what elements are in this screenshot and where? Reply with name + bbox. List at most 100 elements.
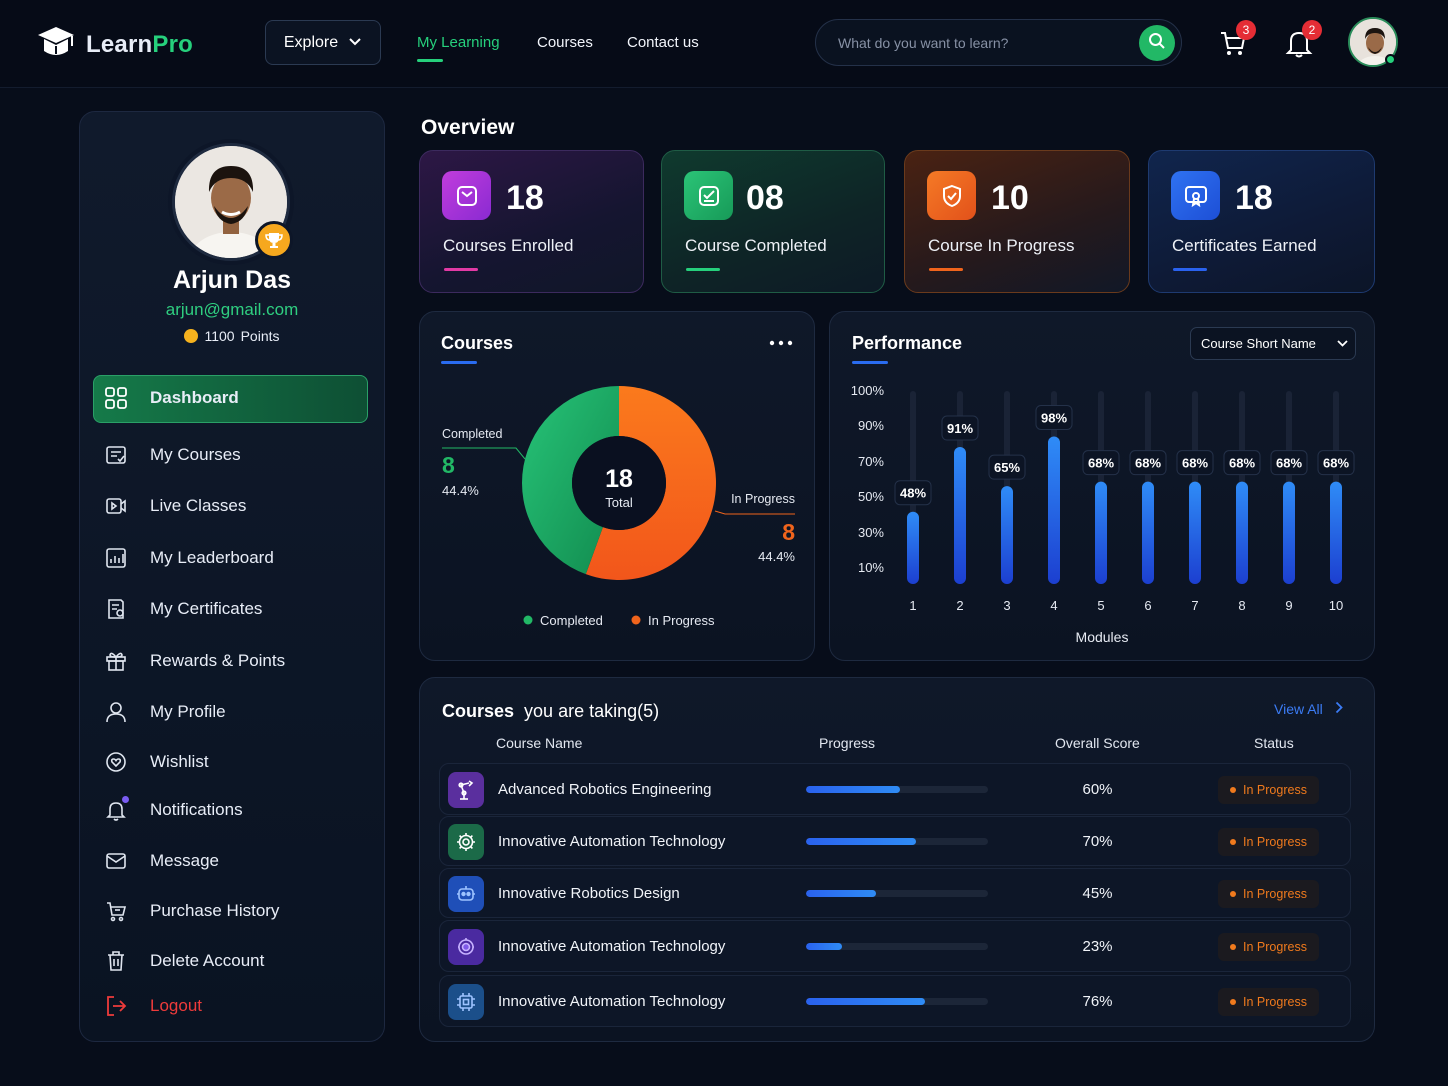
course-name[interactable]: Advanced Robotics Engineering	[498, 781, 712, 798]
data-label-box	[941, 415, 979, 441]
nav-link-contact[interactable]: Contact us	[627, 34, 699, 51]
y-axis-ticks: 100% 90% 70% 50% 30% 10%	[851, 383, 885, 575]
status-badge: In Progress	[1218, 776, 1319, 804]
gear-icon	[448, 824, 484, 860]
overall-score: 70%	[1082, 833, 1113, 850]
bell-icon	[1285, 31, 1313, 62]
course-name[interactable]: Innovative Automation Technology	[498, 938, 726, 955]
x-axis-label: Modules	[1076, 629, 1129, 645]
nav-link-courses[interactable]: Courses	[537, 34, 593, 51]
stat-card-completed[interactable]: 08 Course Completed	[661, 150, 885, 293]
column-header-progress[interactable]: Progress	[819, 735, 876, 751]
sidebar-item-my-courses[interactable]: My Courses	[104, 443, 241, 467]
course-filter-select[interactable]: Course Short Name	[1190, 327, 1356, 360]
sidebar-item-leaderboard[interactable]: My Leaderboard	[104, 546, 274, 570]
bar-module-9[interactable]	[1283, 481, 1295, 584]
course-name[interactable]: Innovative Automation Technology	[498, 833, 726, 850]
stat-card-certificates[interactable]: 18 Certificates Earned	[1148, 150, 1375, 293]
bar-module-1[interactable]	[907, 511, 919, 584]
bar-module-5[interactable]	[1095, 481, 1107, 584]
x-tick-label: 1	[909, 598, 916, 613]
sidebar-item-label: Notifications	[150, 800, 243, 819]
column-header-status[interactable]: Status	[1254, 735, 1294, 751]
sidebar-item-wishlist[interactable]: Wishlist	[104, 750, 209, 774]
sidebar-item-delete-account[interactable]: Delete Account	[104, 949, 264, 973]
sidebar-item-dashboard-content: Dashboard	[104, 386, 239, 410]
robot-head-icon	[448, 929, 484, 965]
stat-value: 18	[506, 179, 544, 217]
bar-data-label: 65%	[994, 460, 1020, 475]
bar-data-label: 48%	[900, 486, 926, 501]
bar-module-7[interactable]	[1189, 481, 1201, 584]
course-name[interactable]: Innovative Automation Technology	[498, 993, 726, 1010]
x-tick-label: 6	[1144, 598, 1151, 613]
overall-score: 45%	[1082, 885, 1113, 902]
sidebar-item-notifications[interactable]: Notifications	[104, 796, 243, 822]
logout-icon	[104, 994, 128, 1018]
notifications-button[interactable]	[1285, 28, 1317, 60]
table-row[interactable]: Innovative Automation Technology 70% In Pr…	[439, 816, 1351, 866]
bar-module-3[interactable]	[1001, 486, 1013, 584]
bar-module-4[interactable]	[1048, 436, 1060, 584]
sidebar-item-label: Message	[150, 851, 219, 870]
inprogress-value: 8	[782, 519, 795, 545]
donut-hole	[572, 436, 666, 530]
stat-accent-line	[444, 268, 478, 271]
search-input[interactable]	[838, 32, 1128, 54]
table-row[interactable]: Innovative Automation Technology 76% In Pr…	[439, 975, 1351, 1027]
stat-card-in-progress[interactable]: 10 Course In Progress	[904, 150, 1130, 293]
more-options-button[interactable]	[768, 334, 796, 352]
coin-icon	[184, 329, 199, 343]
view-all-link[interactable]: View All	[1274, 701, 1343, 717]
chevron-right-icon	[1335, 701, 1343, 717]
column-header-course-name[interactable]: Course Name	[496, 735, 583, 751]
column-header-score[interactable]: Overall Score	[1055, 735, 1140, 751]
certificate-icon	[104, 597, 128, 621]
stat-accent-line	[929, 268, 963, 271]
y-tick-label: 90%	[858, 418, 884, 433]
bar-module-8[interactable]	[1236, 481, 1248, 584]
table-row[interactable]: Innovative Robotics Design 45% In Progress	[439, 868, 1351, 918]
sidebar-item-dashboard[interactable]	[93, 375, 368, 423]
sidebar-item-certificates[interactable]: My Certificates	[104, 597, 262, 621]
bar-module-2[interactable]	[954, 447, 966, 584]
trash-icon	[104, 949, 128, 973]
stat-card-enrolled[interactable]: 18 Courses Enrolled	[419, 150, 644, 293]
status-dot	[1230, 839, 1237, 845]
sidebar-item-profile[interactable]: My Profile	[104, 700, 226, 724]
progress-bar	[806, 890, 988, 897]
donut-slice-in-progress[interactable]	[585, 386, 717, 580]
sidebar-item-rewards[interactable]: Rewards & Points	[104, 649, 285, 673]
nav-link-my-learning[interactable]: My Learning	[417, 34, 500, 51]
donut-slices	[522, 386, 717, 580]
course-name[interactable]: Innovative Robotics Design	[498, 885, 680, 902]
courses-icon	[104, 443, 128, 467]
bar-data-label: 91%	[947, 421, 973, 436]
x-tick-label: 3	[1003, 598, 1010, 613]
chevron-down-icon	[348, 34, 362, 52]
data-label-box	[1035, 404, 1073, 430]
data-label-box	[894, 480, 932, 506]
table-title: Courses you are taking(5)	[442, 701, 660, 721]
table-row[interactable]: Advanced Robotics Engineering 60% In Progr…	[439, 763, 1351, 815]
table-row[interactable]: Innovative Automation Technology 23% In Pr…	[439, 920, 1351, 972]
sidebar-item-message[interactable]: Message	[104, 849, 219, 873]
sidebar-item-label: Dashboard	[150, 388, 239, 407]
explore-dropdown[interactable]: Explore	[265, 20, 381, 65]
search-button[interactable]	[1139, 25, 1175, 61]
sidebar-item-logout[interactable]: Logout	[104, 994, 202, 1018]
sidebar-item-live-classes[interactable]: Live Classes	[104, 494, 246, 518]
video-icon	[104, 494, 128, 518]
donut-slice-completed[interactable]	[522, 386, 619, 575]
bar-module-6[interactable]	[1142, 481, 1154, 584]
points-label: Points	[240, 328, 280, 344]
y-tick-label: 100%	[851, 383, 885, 398]
bar-data-label: 68%	[1182, 456, 1208, 471]
nav-active-indicator	[417, 59, 443, 62]
bar-module-10[interactable]	[1330, 481, 1342, 584]
more-horizontal-icon	[768, 339, 794, 356]
data-label-box	[1176, 450, 1214, 476]
sidebar-item-purchase-history[interactable]: Purchase History	[104, 899, 279, 923]
logo[interactable]: LearnPro	[36, 24, 193, 65]
sidebar-item-label: Live Classes	[150, 496, 247, 515]
